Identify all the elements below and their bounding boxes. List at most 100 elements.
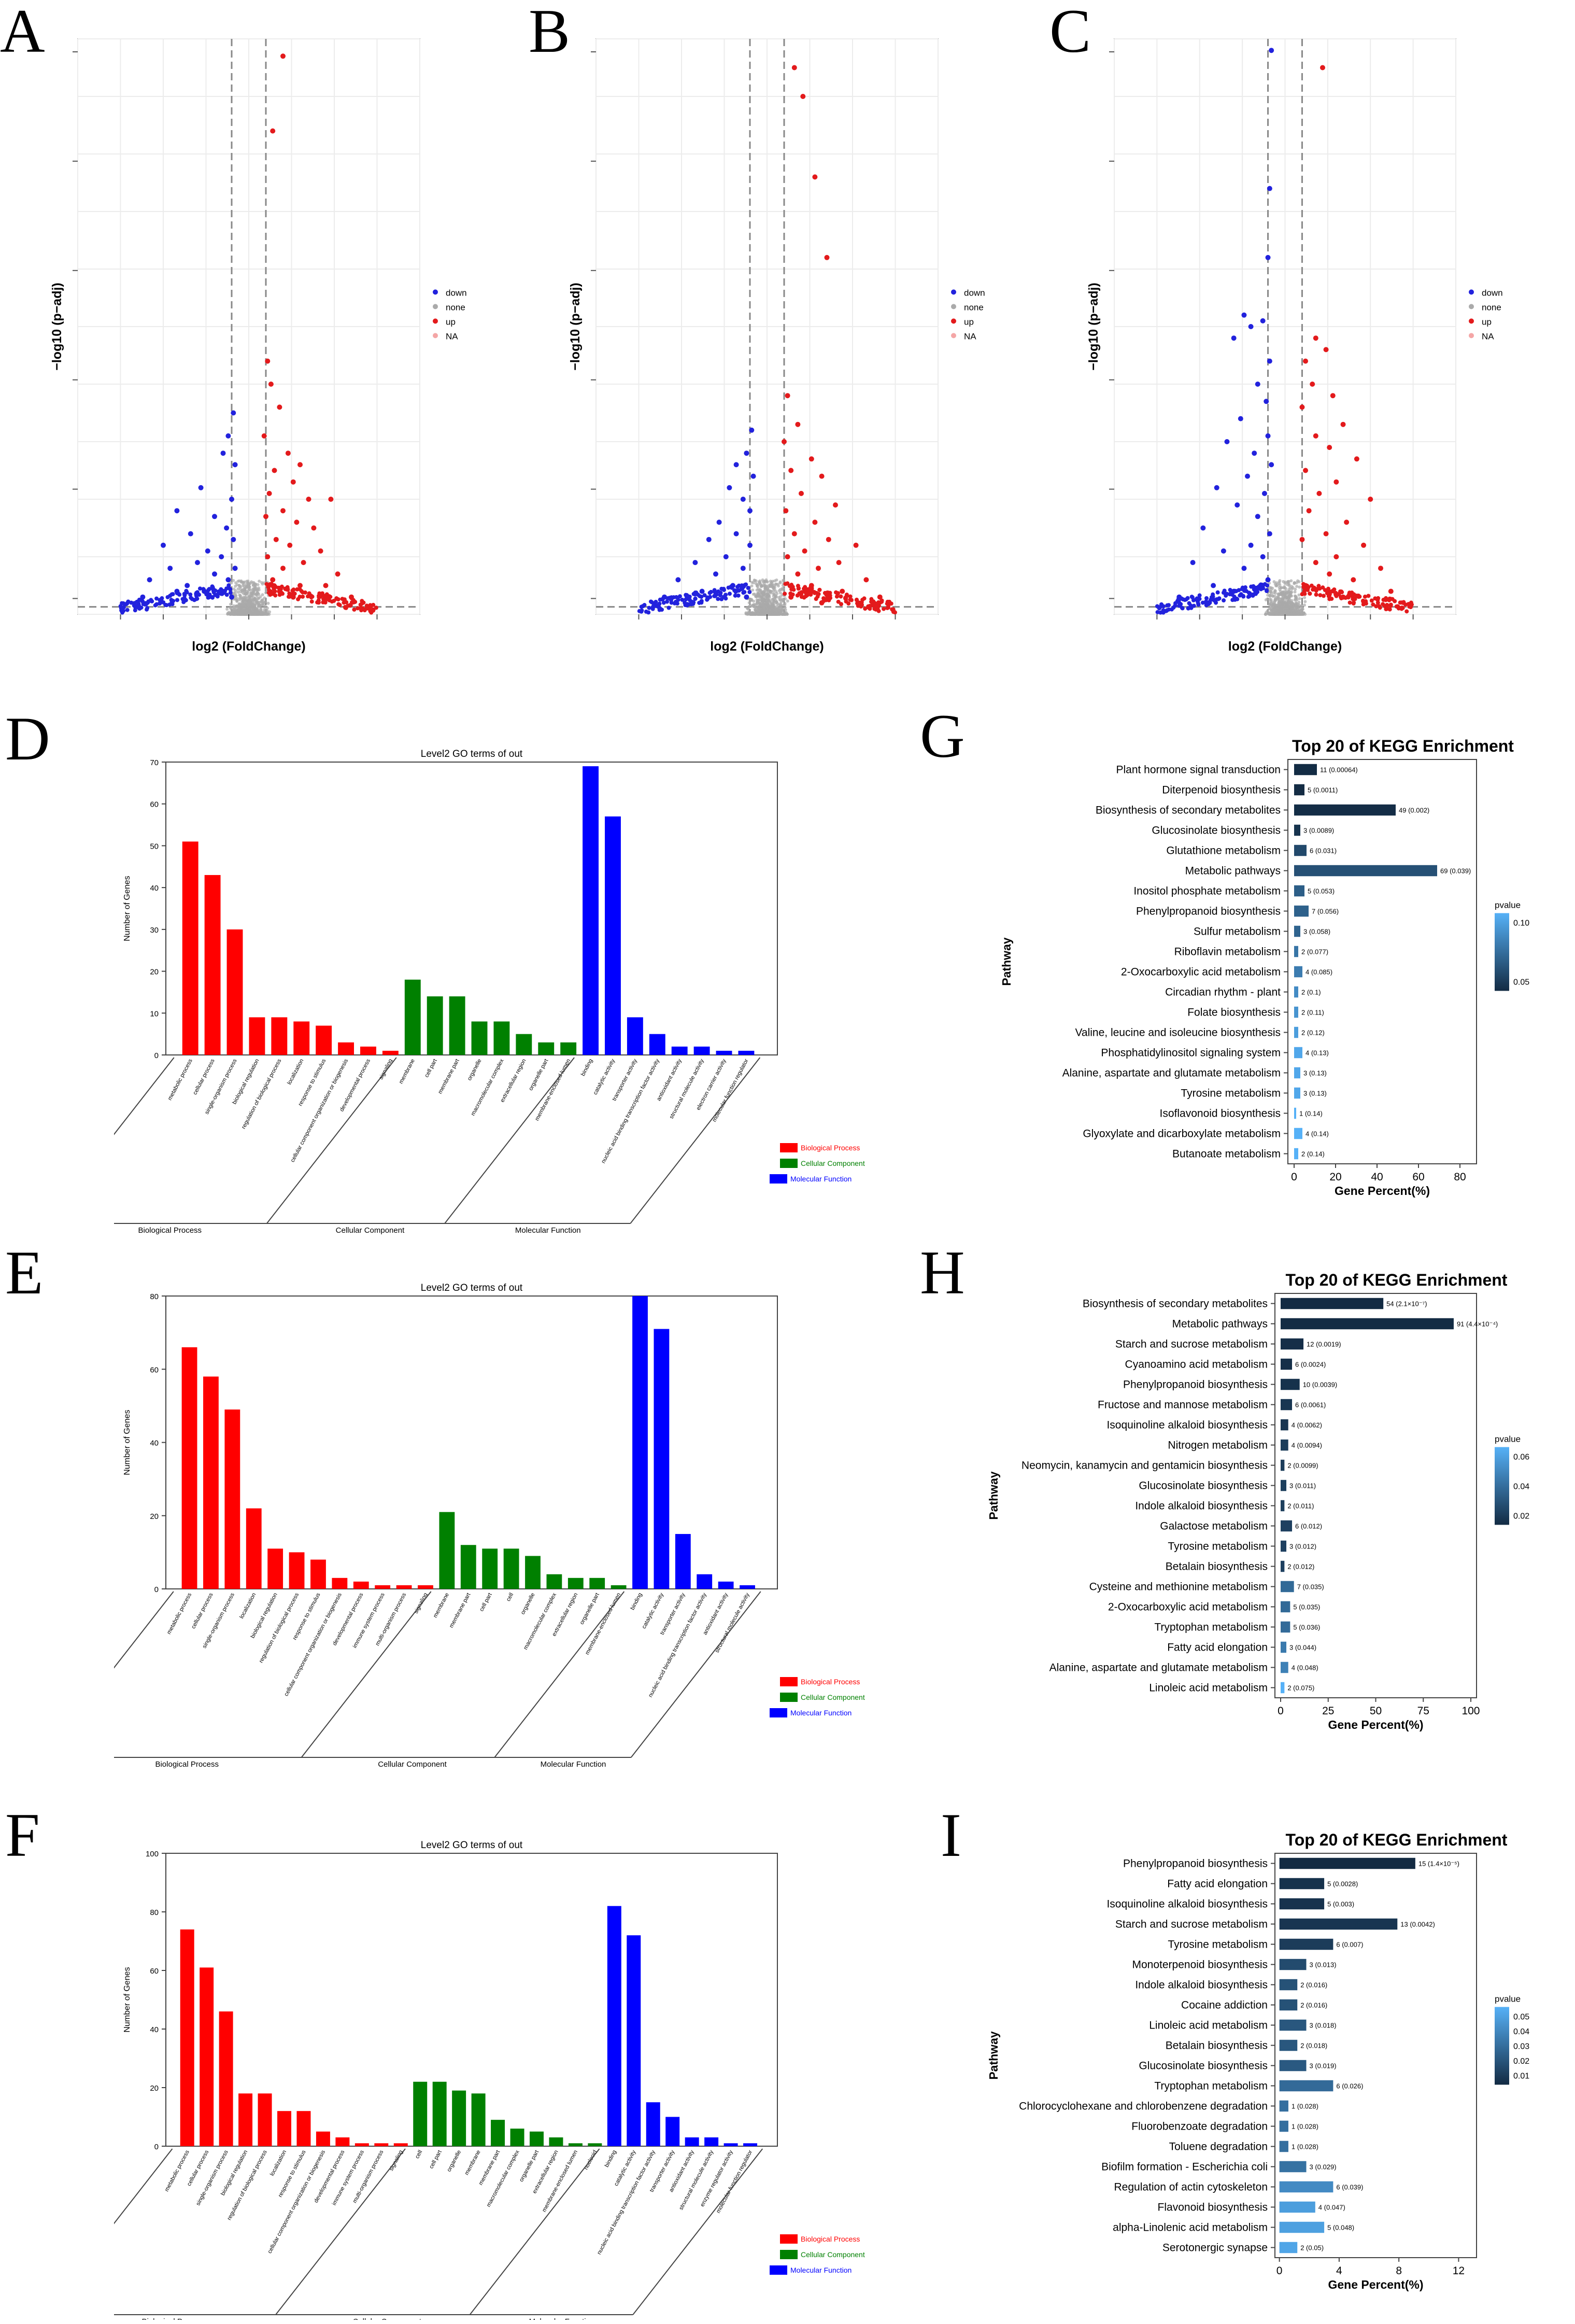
point-down [164, 603, 169, 608]
point-up [783, 508, 789, 514]
point-up [890, 607, 895, 612]
point-none [759, 595, 762, 599]
legend-swatch-molecular-function [770, 2265, 787, 2275]
point-up [1340, 594, 1346, 600]
legend-marker-na [1469, 333, 1474, 339]
point-down [1180, 606, 1185, 611]
bar-valine-leucine-and-isoleucine-biosynthesis [1294, 1026, 1298, 1038]
point-up [323, 583, 329, 588]
bar-structural-molecule-activity [740, 1585, 755, 1589]
y-tick-label: 100 [146, 1850, 159, 1858]
point-none [253, 603, 257, 607]
point-none [1303, 596, 1307, 599]
point-down [1176, 594, 1182, 600]
point-down [1246, 590, 1251, 595]
bar-value-label: 11 (0.00064) [1320, 766, 1358, 774]
bar-value-label: 2 (0.05) [1300, 2244, 1324, 2252]
point-down [733, 462, 739, 468]
point-down [192, 598, 197, 602]
point-up [813, 590, 817, 595]
point-none [1291, 586, 1295, 589]
group-label-biological-process: Biological Process [141, 2317, 205, 2320]
pathway-label-toluene-degradation: Toluene degradation [1169, 2141, 1268, 2153]
bar-value-label: 2 (0.1) [1301, 989, 1321, 996]
point-up [306, 497, 311, 502]
point-up [279, 584, 284, 589]
chart-title: Top 20 of KEGG Enrichment [1292, 739, 1514, 755]
point-up [790, 585, 795, 589]
bar-extracellular-region [516, 1034, 532, 1055]
y-axis-label: Pathway [987, 2031, 1000, 2080]
point-down [1190, 560, 1196, 566]
bar-cellular-component-organization-or-biogenesis [332, 1577, 348, 1589]
point-up [287, 542, 293, 548]
point-up [805, 587, 810, 591]
point-up [335, 571, 340, 577]
group-label-cellular-component: Cellular Component [353, 2317, 422, 2320]
bar-multi-organism-process [396, 1585, 412, 1589]
pathway-label-flavonoid-biosynthesis: Flavonoid biosynthesis [1158, 2202, 1268, 2214]
point-up [344, 605, 348, 610]
category-label-membrane-part: membrane part [437, 1058, 461, 1095]
point-down [231, 537, 236, 542]
point-none [245, 608, 248, 612]
y-axis-label: Pathway [987, 1471, 1000, 1520]
point-none [244, 596, 248, 599]
point-none [772, 586, 775, 590]
bar-antioxidant-activity [671, 1046, 688, 1055]
point-up [285, 450, 291, 456]
legend-marker-up [951, 318, 956, 324]
bar-fluorobenzoate-degradation [1279, 2120, 1288, 2132]
panel-letter-f: F [5, 1800, 40, 1869]
chart-title: Level2 GO terms of out [421, 1840, 523, 1851]
point-none [251, 590, 255, 594]
point-down [229, 497, 234, 502]
point-down [132, 603, 136, 608]
point-down [188, 531, 193, 537]
point-down [1265, 433, 1271, 439]
point-down [136, 600, 140, 604]
point-down [1252, 450, 1257, 456]
point-up [808, 456, 814, 462]
pathway-label-glucosinolate-biosynthesis: Glucosinolate biosynthesis [1152, 825, 1281, 837]
bar-cellular-process [200, 1967, 214, 2146]
point-none [783, 603, 787, 607]
point-down [661, 600, 666, 605]
category-label-localization: localization [238, 1592, 257, 1620]
pathway-label-tryptophan-metabolism: Tryptophan metabolism [1154, 1622, 1268, 1633]
bar-value-label: 5 (0.0011) [1308, 786, 1338, 794]
bar-value-label: 5 (0.036) [1293, 1624, 1320, 1631]
point-none [774, 583, 778, 586]
point-none [747, 601, 751, 604]
point-down [153, 603, 158, 608]
bar-binding [632, 1296, 648, 1589]
point-down [1238, 416, 1243, 421]
point-up [859, 600, 864, 605]
pathway-label-indole-alkaloid-biosynthesis: Indole alkaloid biosynthesis [1135, 1500, 1268, 1512]
point-none [783, 606, 787, 610]
point-down [732, 588, 736, 593]
point-up [819, 473, 825, 479]
point-none [1286, 600, 1290, 603]
point-down [205, 548, 210, 554]
point-down [232, 566, 238, 571]
panel-letter-i: I [941, 1800, 961, 1869]
bar-value-label: 3 (0.029) [1310, 2163, 1337, 2171]
bar-value-label: 4 (0.048) [1292, 1664, 1318, 1672]
point-down [184, 588, 189, 593]
point-down [740, 497, 746, 502]
point-up [1361, 542, 1367, 548]
bar-developmental-process [353, 1581, 369, 1589]
category-label-cellular-process: cellular process [190, 1591, 215, 1630]
point-none [1286, 595, 1289, 598]
point-none [748, 604, 752, 608]
y-tick-label: 40 [150, 884, 159, 893]
category-label-regulation-of-biological-process: regulation of biological process [226, 2149, 268, 2221]
point-up [797, 591, 802, 596]
point-up [839, 594, 843, 599]
point-up [857, 600, 861, 605]
bar-antioxidant-activity [718, 1581, 734, 1589]
point-down [225, 433, 231, 439]
category-label-binding: binding [580, 1058, 594, 1077]
point-up [356, 606, 360, 611]
